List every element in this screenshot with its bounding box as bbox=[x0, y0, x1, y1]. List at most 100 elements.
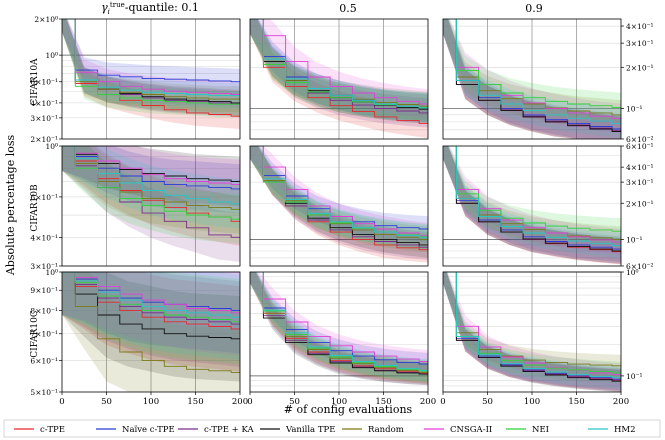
legend-item: c-TPE bbox=[14, 425, 65, 435]
row-label-0: CIFAR10A bbox=[30, 58, 40, 106]
y-tick-label: 3×10⁻¹ bbox=[626, 178, 654, 187]
series-line-CNSGA-II bbox=[443, 272, 621, 376]
y-tick-label: 4×10⁻¹ bbox=[30, 99, 58, 108]
series-group bbox=[250, 19, 428, 139]
series-band-Naïve c-TPE bbox=[62, 19, 240, 95]
y-tick-label: 5×10⁻¹ bbox=[30, 388, 58, 397]
series-line-Random bbox=[62, 272, 240, 373]
x-tick-label: 150 bbox=[375, 397, 391, 407]
series-group bbox=[62, 272, 240, 392]
x-tick-label: 0 bbox=[440, 397, 445, 407]
axes-frame bbox=[442, 18, 622, 140]
y-tick-label: 3×10⁻¹ bbox=[30, 114, 58, 123]
x-tick-label: 200 bbox=[420, 397, 436, 407]
grid bbox=[62, 19, 240, 139]
series-line-CNSGA-II bbox=[443, 146, 621, 243]
series-band-c-TPE bbox=[443, 272, 621, 392]
series-line-CNSGA-II bbox=[62, 272, 240, 314]
panel-r1-c0: 10⁰ 6×10⁻¹ 4×10⁻¹ 3×10⁻¹ bbox=[30, 142, 241, 271]
y-tick-label: 3×10⁻¹ bbox=[30, 262, 58, 271]
series-band-Naïve c-TPE bbox=[250, 146, 428, 242]
legend-label: Naïve c-TPE bbox=[122, 425, 175, 435]
y-tick-label: 9×10⁻¹ bbox=[30, 286, 58, 295]
x-tick-label: 200 bbox=[232, 397, 248, 407]
series-line-NEI bbox=[443, 19, 621, 108]
legend-frame bbox=[3, 419, 661, 438]
grid bbox=[443, 19, 621, 139]
series-band-Naïve c-TPE bbox=[443, 272, 621, 391]
series-line-HM2 bbox=[62, 272, 240, 318]
series-band-Naïve c-TPE bbox=[443, 146, 621, 262]
series-group bbox=[443, 146, 621, 265]
series-band-HM2 bbox=[62, 272, 240, 360]
y-tick-label: 6×10⁻¹ bbox=[30, 193, 58, 202]
panel-grid: 2×10⁰ 10⁰ 6×10⁻¹ 4×10⁻¹ 3×10⁻¹ 2×10⁻¹ 4×10⁻¹ 3×… bbox=[30, 15, 654, 407]
series-band-CNSGA-II bbox=[443, 19, 621, 133]
axes-frame bbox=[249, 18, 429, 140]
panel-r2-c0: 10⁰ 9×10⁻¹ 8×10⁻¹ 7×10⁻¹ 6×10⁻¹ 5×10⁻¹0 50 100 1… bbox=[30, 268, 248, 407]
legend-item: Random bbox=[342, 425, 404, 435]
y-tick-label: 2×10⁻¹ bbox=[626, 63, 654, 72]
y-tick-label: 8×10⁻¹ bbox=[30, 307, 58, 316]
y-tick-label: 6×10⁻² bbox=[626, 135, 654, 144]
series-band-Naïve c-TPE bbox=[250, 19, 428, 123]
series-band-HM2 bbox=[443, 146, 621, 259]
y-tick-label: 10⁻¹ bbox=[626, 105, 643, 114]
x-tick-label: 150 bbox=[568, 397, 584, 407]
y-tick-label: 10⁰ bbox=[45, 268, 58, 277]
series-band-CNSGA-II bbox=[250, 146, 428, 249]
series-line-HM2 bbox=[250, 146, 428, 239]
y-tick-label: 6×10⁻¹ bbox=[30, 356, 58, 365]
series-group bbox=[443, 19, 621, 139]
col-title-2: 0.9 bbox=[525, 2, 543, 15]
series-band-Random bbox=[443, 146, 621, 253]
legend-item: HM2 bbox=[588, 425, 636, 435]
row-label-1: CIFAR10B bbox=[30, 184, 40, 232]
x-tick-label: 150 bbox=[187, 397, 203, 407]
series-band-NEI bbox=[250, 146, 428, 250]
series-line-Random bbox=[62, 19, 240, 100]
series-band-c-TPE bbox=[443, 19, 621, 139]
panel-r0-c2: 4×10⁻¹ 3×10⁻¹ 2×10⁻¹ 10⁻¹ 6×10⁻² bbox=[442, 18, 654, 144]
series-line-CNSGA-II bbox=[62, 19, 240, 95]
legend-label: c-TPE + KA bbox=[204, 425, 254, 435]
axes-frame bbox=[61, 145, 241, 267]
panel-r1-c2: 6×10⁻¹ 4×10⁻¹ 3×10⁻¹ 2×10⁻¹ 10⁻¹ 6×10⁻² bbox=[442, 142, 654, 271]
series-band-Vanilla TPE bbox=[443, 146, 621, 264]
x-tick-label: 50 bbox=[289, 397, 300, 407]
y-tick-label: 10⁰ bbox=[45, 51, 58, 60]
series-band-HM2 bbox=[62, 19, 240, 109]
series-band-Random bbox=[250, 19, 428, 121]
series-band-Random bbox=[443, 272, 621, 377]
series-band-CNSGA-II bbox=[62, 146, 240, 209]
legend-item: NEI bbox=[506, 425, 549, 435]
legend-item: c-TPE + KA bbox=[178, 425, 254, 435]
axes-frame bbox=[442, 145, 622, 267]
x-tick-label: 100 bbox=[524, 397, 540, 407]
y-tick-label: 2×10⁻¹ bbox=[626, 199, 654, 208]
x-axis-label: # of config evaluations bbox=[284, 403, 413, 416]
series-group bbox=[62, 146, 240, 262]
series-band-Vanilla TPE bbox=[250, 146, 428, 258]
y-tick-label: 6×10⁻² bbox=[626, 262, 654, 271]
x-tick-label: 50 bbox=[482, 397, 493, 407]
series-group bbox=[62, 19, 240, 129]
series-band-c-TPE bbox=[62, 272, 240, 372]
series-band-c-TPE bbox=[250, 146, 428, 263]
y-tick-label: 10⁻¹ bbox=[626, 235, 643, 244]
series-band-CNSGA-II bbox=[250, 19, 428, 119]
legend-label: Random bbox=[368, 425, 404, 435]
series-band-Vanilla TPE bbox=[443, 19, 621, 139]
series-line-CNSGA-II bbox=[250, 272, 428, 362]
series-band-NEI bbox=[443, 19, 621, 123]
grid bbox=[250, 272, 428, 392]
series-band-c-TPE + KA bbox=[62, 146, 240, 262]
series-group bbox=[250, 272, 428, 386]
legend-label: Vanilla TPE bbox=[285, 425, 335, 435]
x-tick-label: 0 bbox=[59, 397, 64, 407]
y-tick-label: 7×10⁻¹ bbox=[30, 330, 58, 339]
series-band-HM2 bbox=[443, 272, 621, 389]
y-tick-label: 2×10⁻¹ bbox=[30, 135, 58, 144]
y-tick-label: 4×10⁻¹ bbox=[30, 233, 58, 242]
